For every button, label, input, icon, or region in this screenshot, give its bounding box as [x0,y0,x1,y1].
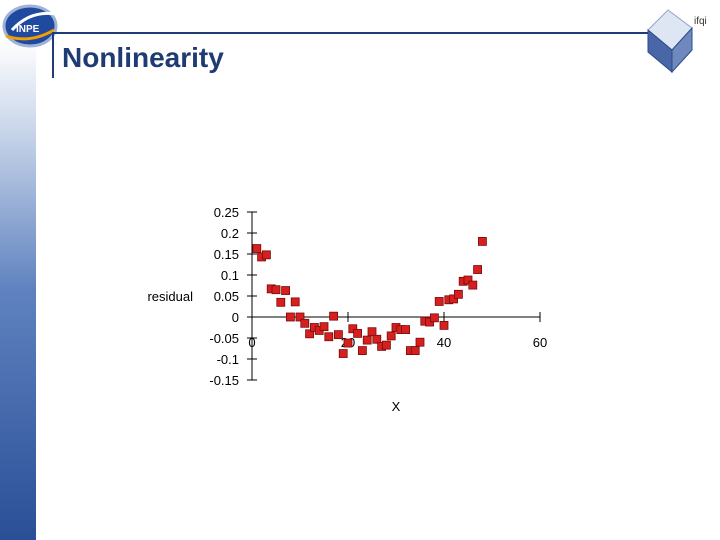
data-point [281,286,291,295]
data-point [415,337,425,347]
data-point [338,349,348,358]
inpe-logo-icon: INPE [2,4,58,48]
data-point [367,327,377,337]
cube-logo-icon [647,9,693,74]
data-point [410,346,420,356]
data-point [439,320,449,330]
data-point [290,297,300,307]
x-tick-label: 0 [248,335,255,350]
y-tick-label: -0.15 [209,373,239,388]
y-tick-label: 0.15 [214,247,239,262]
data-point [300,318,310,328]
page-title: Nonlinearity [62,42,224,73]
y-tick-label: 0 [232,310,239,325]
data-point [295,312,305,322]
data-point [401,325,411,335]
x-tick-label: 40 [437,335,451,350]
data-point [252,244,262,253]
data-point [305,329,315,339]
title-rule-vertical [52,32,54,78]
data-point [381,340,391,350]
data-point [463,275,473,285]
y-tick-label: 0.2 [221,226,239,241]
y-tick-label: 0.25 [214,205,239,220]
data-point [453,289,463,299]
data-point [473,265,483,274]
y-tick-label: 0.05 [214,289,239,304]
data-point [271,285,281,295]
y-tick-label: -0.1 [217,352,239,367]
data-point [285,312,295,322]
data-point [362,335,372,345]
sidebar-gradient [0,40,36,540]
data-point [372,334,382,344]
y-tick-label: -0.05 [209,331,239,346]
data-point [261,250,271,260]
y-tick-label: 0.1 [221,268,239,283]
data-point [348,324,358,334]
data-point [324,332,334,342]
data-point [329,311,339,321]
data-point [319,322,329,332]
data-point [333,330,343,340]
data-point [429,313,439,323]
data-point [343,338,353,348]
logo-text: INPE [16,24,40,35]
title-rule-horizontal [52,32,648,34]
x-tick-label: 60 [533,335,547,350]
x-axis-label: X [392,399,401,414]
data-point [477,236,487,246]
data-point [353,328,363,338]
data-point [468,280,478,290]
data-point [434,297,444,306]
corner-label: ifqi [694,16,707,27]
data-point [276,297,286,307]
data-point [386,331,396,341]
y-axis-label: residual [147,289,193,304]
data-point [357,346,367,356]
data-point [449,294,459,304]
